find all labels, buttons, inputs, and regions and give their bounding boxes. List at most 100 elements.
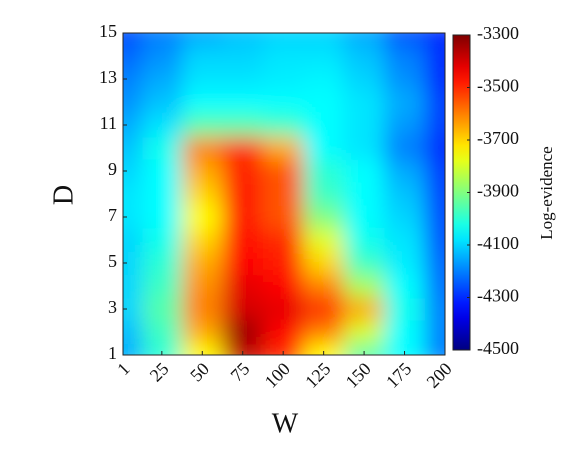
heatmap-cell bbox=[262, 67, 304, 91]
heatmap-cell bbox=[142, 159, 183, 183]
heatmap-cell bbox=[123, 159, 143, 183]
heatmap-cell bbox=[222, 159, 264, 183]
y-tick-label: 9 bbox=[108, 159, 117, 179]
heatmap-cell bbox=[384, 251, 426, 275]
x-tick-label: 50 bbox=[186, 359, 213, 386]
heatmap-cells bbox=[123, 33, 445, 355]
heatmap-cell bbox=[424, 67, 445, 91]
heatmap-cell bbox=[384, 44, 426, 68]
heatmap-cell bbox=[142, 113, 183, 137]
heatmap-cell bbox=[303, 251, 345, 275]
heatmap-cell bbox=[222, 251, 264, 275]
heatmap-cell bbox=[343, 297, 385, 321]
heatmap-cell bbox=[142, 33, 183, 45]
heatmap-cell bbox=[123, 251, 143, 275]
heatmap-cell bbox=[424, 113, 445, 137]
heatmap-cell bbox=[303, 113, 345, 137]
heatmap-cell bbox=[262, 182, 304, 206]
heatmap-cell bbox=[222, 33, 264, 45]
heatmap-cell bbox=[303, 205, 345, 229]
heatmap-cell bbox=[424, 90, 445, 114]
heatmap-cell bbox=[142, 343, 183, 355]
y-tick-label: 15 bbox=[99, 21, 117, 41]
heatmap-cell bbox=[182, 44, 224, 68]
heatmap-cell bbox=[303, 33, 345, 45]
heatmap-cell bbox=[262, 44, 304, 68]
heatmap-cell bbox=[384, 297, 426, 321]
heatmap-cell bbox=[222, 44, 264, 68]
heatmap-cell bbox=[222, 182, 264, 206]
heatmap-cell bbox=[222, 113, 264, 137]
heatmap-cell bbox=[343, 33, 385, 45]
x-tick-label: 150 bbox=[342, 359, 375, 392]
colorbar-tick-label: -3700 bbox=[477, 128, 519, 148]
x-tick-label: 75 bbox=[227, 359, 254, 386]
heatmap-cell bbox=[142, 205, 183, 229]
heatmap-cell bbox=[343, 251, 385, 275]
heatmap-cell bbox=[123, 182, 143, 206]
heatmap-cell bbox=[343, 228, 385, 252]
heatmap-cell bbox=[303, 90, 345, 114]
heatmap-cell bbox=[424, 205, 445, 229]
heatmap-cell bbox=[262, 320, 304, 344]
colorbar-tick-label: -4300 bbox=[477, 286, 519, 306]
y-tick-label: 5 bbox=[108, 251, 117, 271]
y-axis-label: D bbox=[48, 185, 79, 205]
x-axis-label: W bbox=[272, 408, 299, 439]
heatmap-cell bbox=[142, 228, 183, 252]
heatmap-cell bbox=[142, 90, 183, 114]
heatmap-cell bbox=[142, 182, 183, 206]
heatmap-cell bbox=[424, 228, 445, 252]
heatmap-cell bbox=[343, 44, 385, 68]
heatmap-cell bbox=[182, 182, 224, 206]
heatmap-cell bbox=[123, 205, 143, 229]
heatmap-cell bbox=[222, 274, 264, 298]
heatmap-cell bbox=[424, 33, 445, 45]
heatmap-cell bbox=[142, 67, 183, 91]
x-tick-label: 175 bbox=[382, 359, 415, 392]
heatmap-cell bbox=[182, 228, 224, 252]
heatmap-cell bbox=[343, 274, 385, 298]
heatmap-cell bbox=[262, 136, 304, 160]
heatmap-cell bbox=[182, 90, 224, 114]
heatmap-cell bbox=[384, 343, 426, 355]
heatmap-cell bbox=[262, 205, 304, 229]
y-tick-label: 13 bbox=[99, 67, 117, 87]
colorbar-tick-label: -3500 bbox=[477, 76, 519, 96]
heatmap-cell bbox=[123, 343, 143, 355]
y-tick-label: 3 bbox=[108, 297, 117, 317]
heatmap-cell bbox=[424, 182, 445, 206]
heatmap-cell bbox=[142, 251, 183, 275]
heatmap-cell bbox=[424, 297, 445, 321]
heatmap-cell bbox=[222, 136, 264, 160]
heatmap-cell bbox=[384, 33, 426, 45]
heatmap-cell bbox=[262, 159, 304, 183]
heatmap-cell bbox=[303, 159, 345, 183]
heatmap-cell bbox=[384, 90, 426, 114]
y-tick-label: 1 bbox=[108, 343, 117, 363]
y-tick-label: 11 bbox=[100, 113, 117, 133]
heatmap-cell bbox=[262, 113, 304, 137]
heatmap-cell bbox=[384, 182, 426, 206]
heatmap-cell bbox=[343, 320, 385, 344]
heatmap-cell bbox=[182, 136, 224, 160]
heatmap-cell bbox=[262, 343, 304, 355]
heatmap-cell bbox=[424, 159, 445, 183]
heatmap-cell bbox=[222, 343, 264, 355]
heatmap-cell bbox=[343, 182, 385, 206]
heatmap-cell bbox=[222, 320, 264, 344]
x-tick-label: 125 bbox=[301, 359, 334, 392]
heatmap-cell bbox=[424, 44, 445, 68]
heatmap-cell bbox=[343, 90, 385, 114]
heatmap-cell bbox=[182, 67, 224, 91]
heatmap bbox=[123, 33, 445, 355]
heatmap-cell bbox=[123, 90, 143, 114]
heatmap-cell bbox=[343, 67, 385, 91]
heatmap-cell bbox=[123, 320, 143, 344]
heatmap-cell bbox=[262, 297, 304, 321]
heatmap-cell bbox=[384, 228, 426, 252]
heatmap-cell bbox=[123, 113, 143, 137]
heatmap-cell bbox=[303, 182, 345, 206]
plot-frame bbox=[122, 32, 446, 356]
heatmap-cell bbox=[182, 33, 224, 45]
